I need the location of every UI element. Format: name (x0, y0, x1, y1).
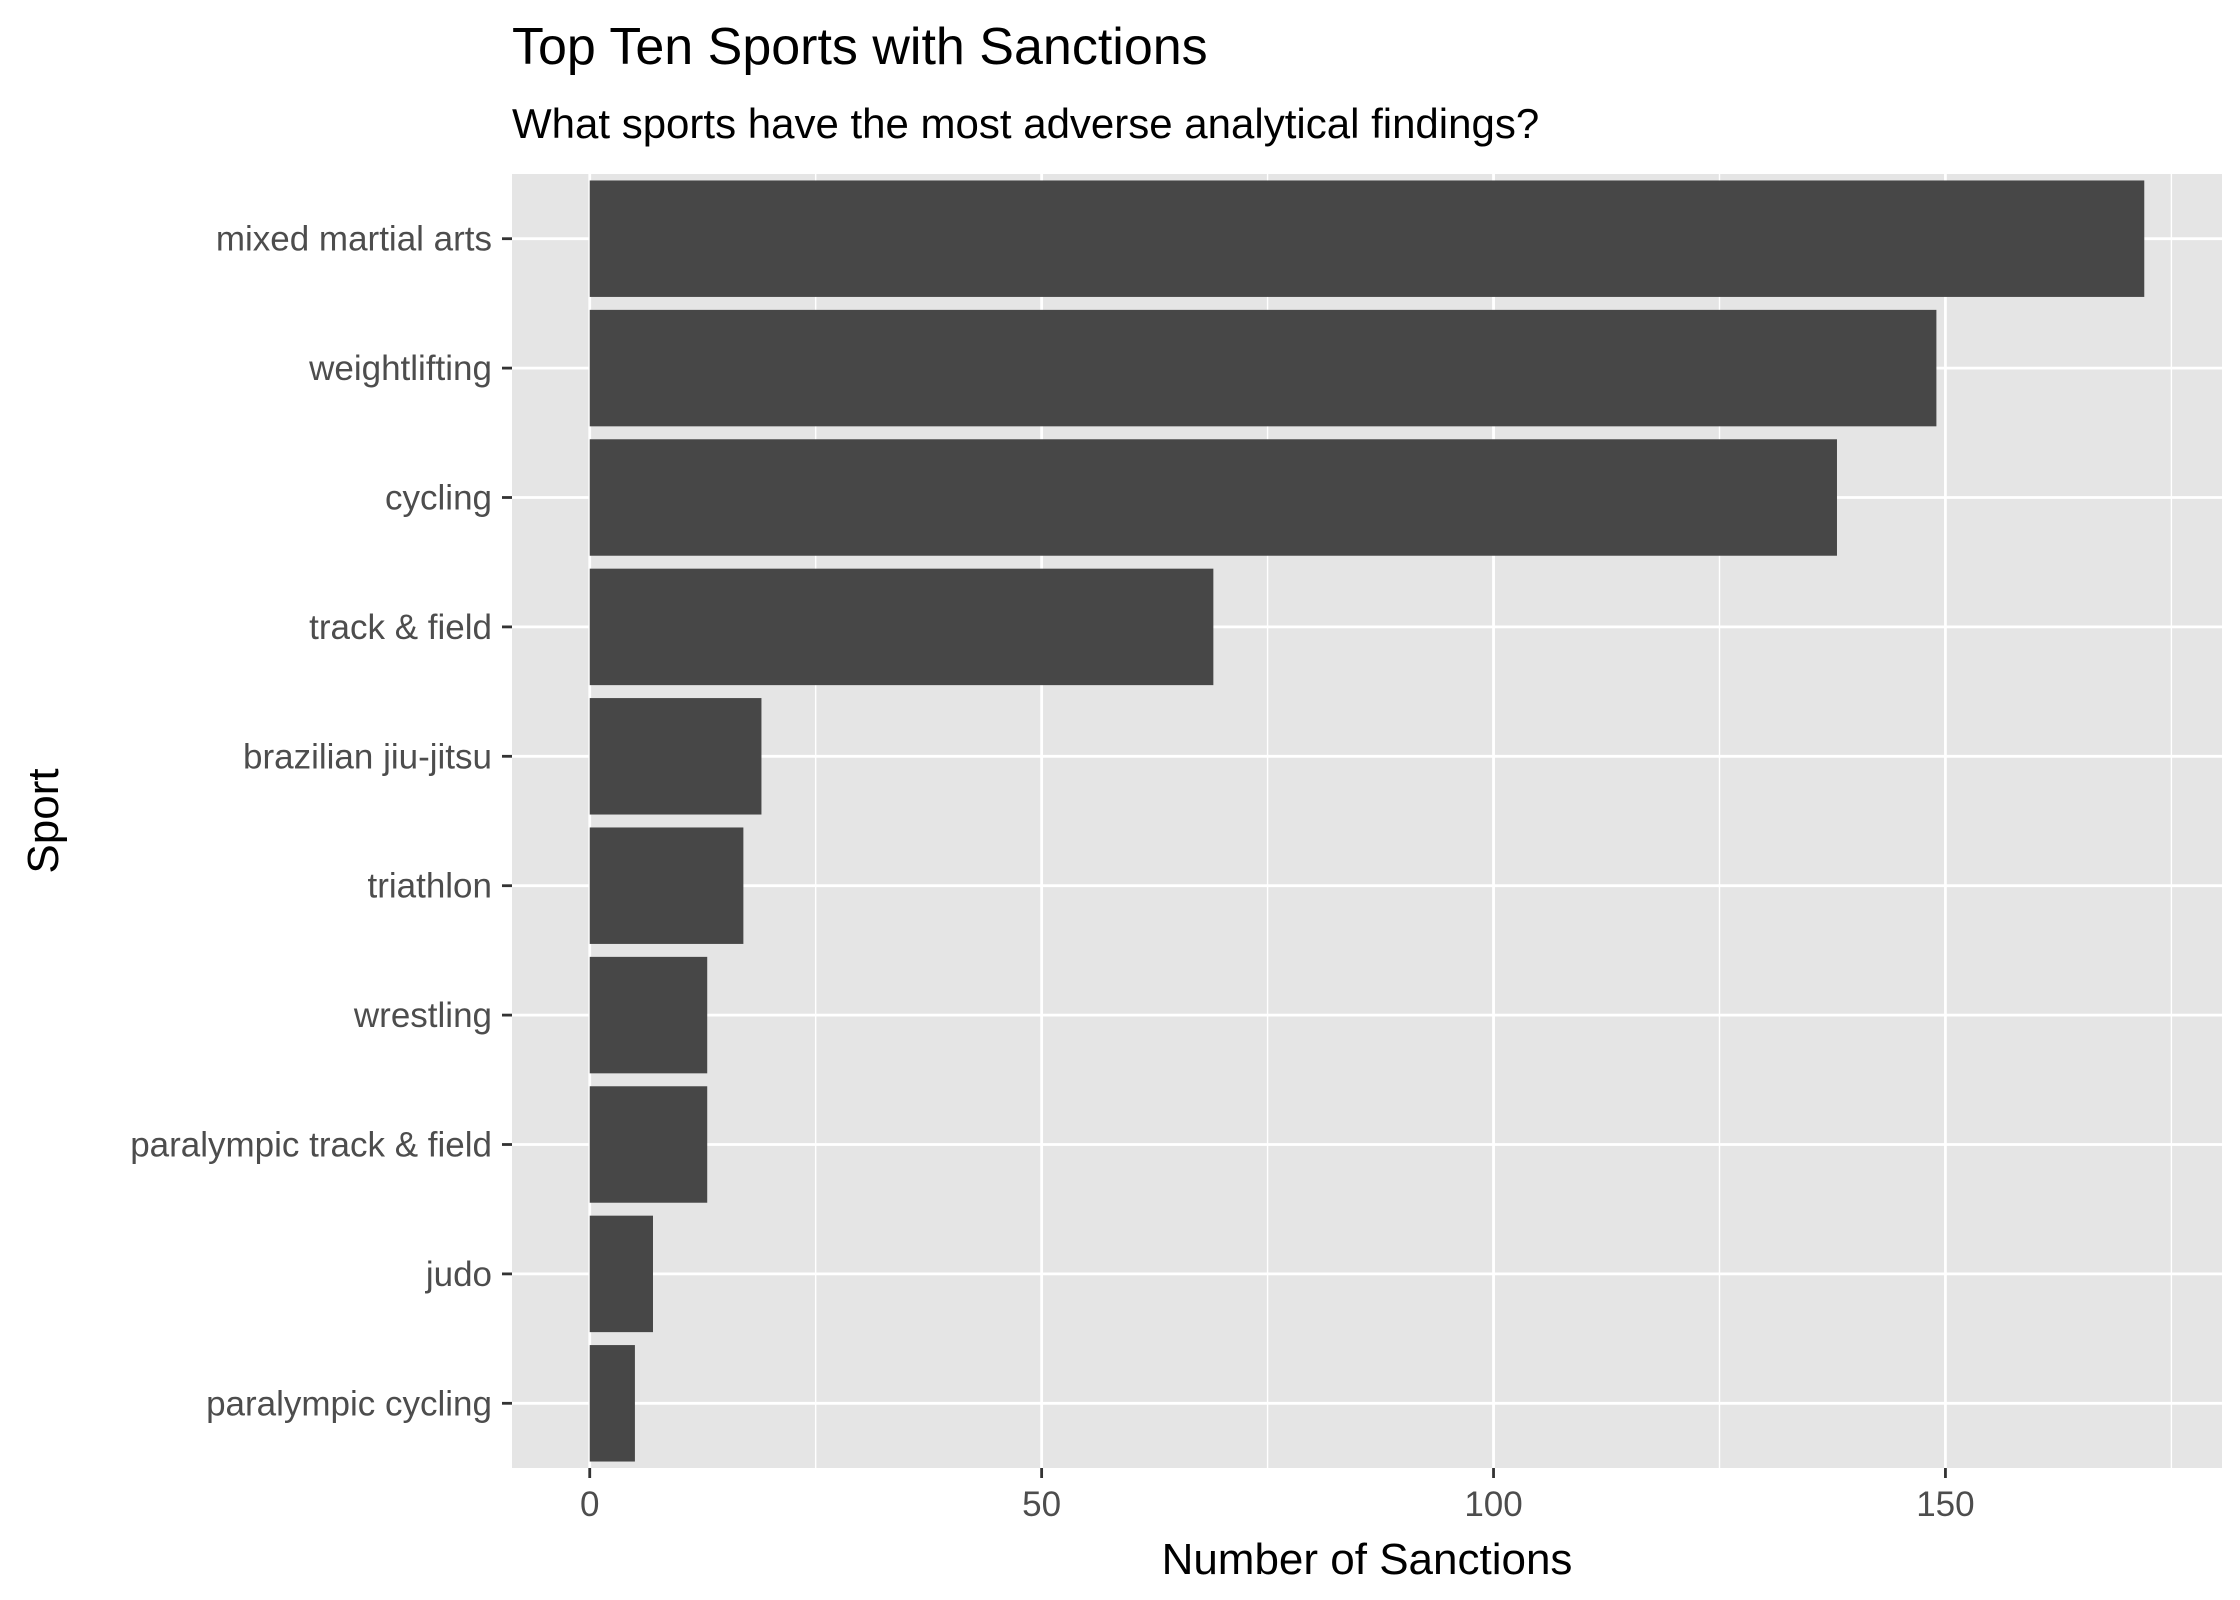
chart-subtitle: What sports have the most adverse analyt… (512, 100, 1539, 147)
x-tick-label: 100 (1464, 1485, 1522, 1524)
bar (589, 568, 1214, 686)
bar (589, 1345, 635, 1462)
y-tick-label: judo (425, 1255, 492, 1294)
y-tick-label: brazilian jiu-jitsu (243, 737, 492, 776)
bar (589, 1086, 708, 1203)
bar (589, 1215, 653, 1333)
y-tick-label: wrestling (353, 996, 492, 1035)
y-axis: mixed martial arts weightlifting cycling tr… (130, 220, 512, 1423)
y-tick-label: weightlifting (308, 349, 492, 388)
chart-title: Top Ten Sports with Sanctions (512, 18, 1208, 76)
bar (589, 309, 1937, 427)
y-axis-title: Sport (19, 768, 68, 873)
y-tick-label: track & field (309, 608, 492, 647)
bar (589, 439, 1837, 556)
x-tick-label: 50 (1022, 1485, 1061, 1524)
x-axis: 0 50 100 150 (580, 1468, 1975, 1524)
x-tick-label: 150 (1916, 1485, 1974, 1524)
bar (589, 827, 744, 944)
y-tick-label: mixed martial arts (216, 220, 492, 259)
y-tick-label: paralympic cycling (206, 1384, 492, 1423)
bars (589, 180, 2145, 1462)
y-tick-label: paralympic track & field (130, 1126, 492, 1165)
y-tick-label: cycling (385, 479, 492, 518)
bar (589, 698, 762, 815)
bar (589, 180, 2145, 297)
bar (589, 956, 708, 1074)
x-tick-label: 0 (580, 1485, 599, 1524)
x-axis-title: Number of Sanctions (1162, 1535, 1573, 1584)
y-tick-label: triathlon (367, 867, 492, 906)
